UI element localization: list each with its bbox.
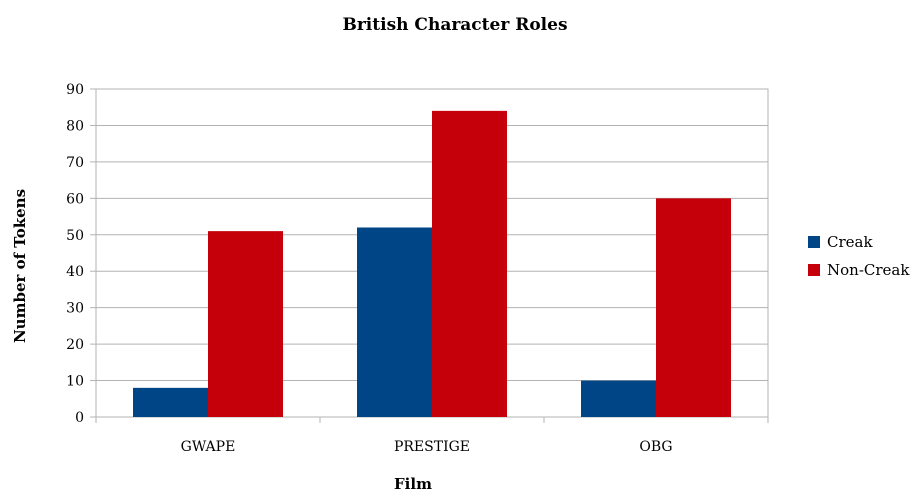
x-axis-title: Film bbox=[394, 475, 432, 492]
y-tick-label: 90 bbox=[66, 82, 84, 98]
legend-label: Creak bbox=[827, 233, 873, 251]
y-axis-tick-labels: 0 10 20 30 40 50 60 70 80 90 bbox=[66, 82, 84, 426]
legend-swatch bbox=[808, 236, 820, 248]
bar-creak-obg bbox=[581, 380, 656, 417]
legend-label: Non-Creak bbox=[827, 261, 910, 279]
y-tick-label: 20 bbox=[66, 337, 84, 353]
bar-non-creak-gwape bbox=[208, 231, 283, 417]
x-axis-ticks bbox=[95, 417, 769, 423]
y-tick-label: 70 bbox=[66, 155, 84, 171]
bar-creak-prestige bbox=[357, 227, 432, 417]
x-tick-label: GWAPE bbox=[181, 439, 236, 455]
chart-title: British Character Roles bbox=[342, 15, 567, 35]
y-tick-label: 60 bbox=[66, 191, 84, 207]
x-axis-tick-labels: GWAPE PRESTIGE OBG bbox=[181, 439, 673, 455]
y-tick-label: 80 bbox=[66, 118, 84, 134]
x-tick-label: PRESTIGE bbox=[394, 439, 470, 455]
y-tick-label: 40 bbox=[66, 264, 84, 280]
legend-swatch bbox=[808, 264, 820, 276]
bars bbox=[133, 110, 731, 417]
bar-non-creak-obg bbox=[656, 198, 731, 417]
y-tick-label: 10 bbox=[66, 374, 84, 390]
x-tick-label: OBG bbox=[639, 439, 672, 455]
y-tick-label: 30 bbox=[66, 301, 84, 317]
y-axis-title: Number of Tokens bbox=[11, 189, 29, 343]
y-tick-label: 50 bbox=[66, 228, 84, 244]
bar-creak-gwape bbox=[133, 387, 208, 417]
legend: Creak Non-Creak bbox=[808, 233, 910, 279]
bar-non-creak-prestige bbox=[432, 110, 507, 417]
y-tick-label: 0 bbox=[75, 410, 84, 426]
